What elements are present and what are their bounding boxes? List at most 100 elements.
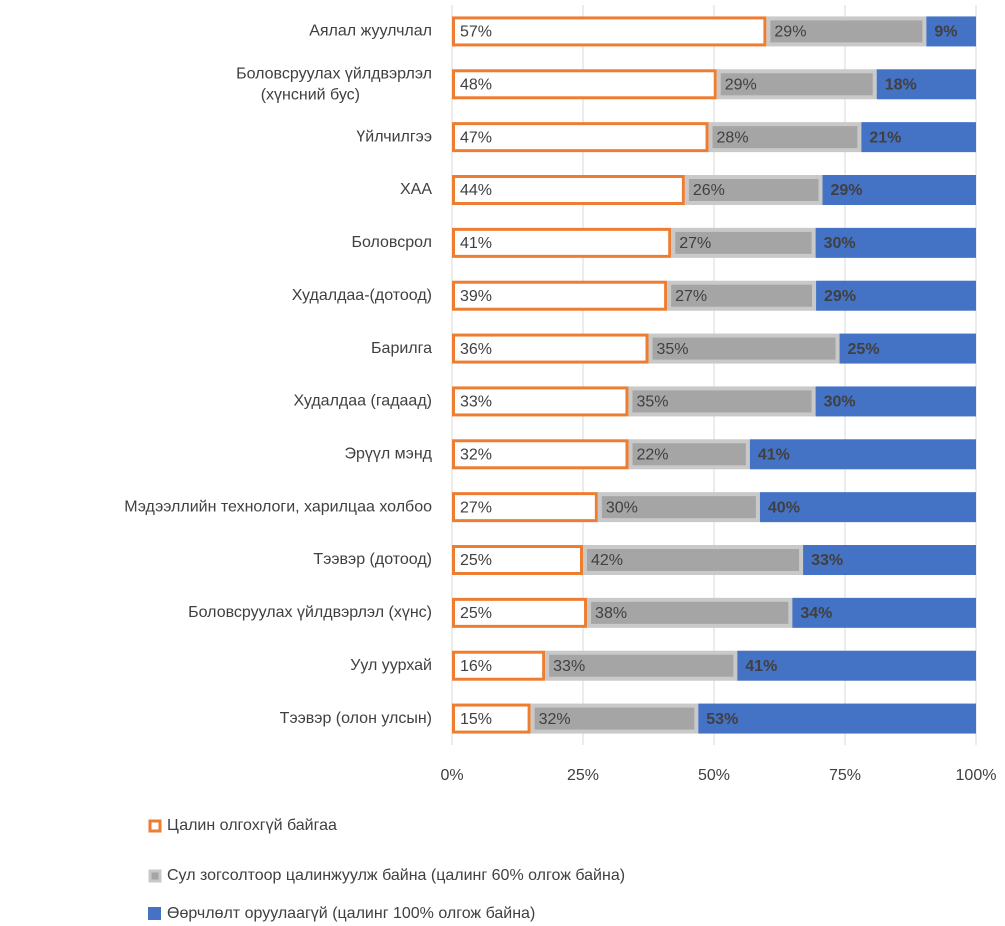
bar-segment bbox=[452, 439, 629, 470]
legend-label: Цалин олгохгүй байгаа bbox=[167, 817, 337, 834]
legend-label: Сул зогсолтоор цалинжуулж байна (цалинг … bbox=[167, 867, 625, 884]
category-label: Худалдаа (гадаад) bbox=[294, 393, 432, 410]
value-label: 29% bbox=[774, 24, 806, 41]
bar-segment bbox=[452, 545, 583, 575]
value-label: 34% bbox=[800, 605, 832, 622]
bar-segment bbox=[861, 122, 976, 153]
value-label: 30% bbox=[824, 394, 856, 411]
category-label: Эрүүл мэнд bbox=[344, 446, 432, 463]
bar-segment bbox=[452, 122, 709, 153]
value-label: 47% bbox=[460, 129, 492, 146]
x-tick-label: 25% bbox=[567, 767, 599, 784]
value-label: 15% bbox=[460, 711, 492, 728]
bar-segment bbox=[671, 227, 816, 258]
bar-segment bbox=[452, 16, 767, 47]
category-label: Худалдаа-(дотоод) bbox=[292, 287, 432, 304]
category-label: Мэдээллийн технологи, харилцаа холбоо bbox=[124, 498, 432, 515]
value-label: 35% bbox=[636, 394, 668, 411]
category-label: Барилга bbox=[371, 340, 432, 357]
bar-segment bbox=[792, 597, 976, 628]
legend-marker bbox=[148, 869, 162, 883]
bar-segment bbox=[698, 703, 976, 734]
x-tick-label: 0% bbox=[440, 767, 463, 784]
value-label: 38% bbox=[595, 605, 627, 622]
value-label: 44% bbox=[460, 182, 492, 199]
value-label: 18% bbox=[885, 77, 917, 94]
legend-marker bbox=[148, 907, 161, 920]
value-label: 30% bbox=[824, 235, 856, 252]
bar-segment bbox=[452, 280, 668, 311]
value-label: 41% bbox=[460, 235, 492, 252]
value-label: 32% bbox=[460, 447, 492, 464]
value-label: 29% bbox=[831, 182, 863, 199]
bar-segment bbox=[803, 545, 976, 575]
bar-segment bbox=[597, 492, 760, 523]
value-label: 41% bbox=[745, 658, 777, 675]
x-tick-label: 50% bbox=[698, 767, 730, 784]
value-label: 33% bbox=[460, 394, 492, 411]
legend-marker bbox=[148, 819, 162, 833]
bar-segment bbox=[822, 175, 976, 205]
value-label: 29% bbox=[725, 77, 757, 94]
category-label: ХАА bbox=[400, 181, 432, 198]
value-label: 30% bbox=[606, 499, 638, 516]
bar-segment bbox=[452, 492, 598, 523]
category-label-line: Боловсруулах үйлдвэрлэл bbox=[236, 66, 432, 83]
value-label: 9% bbox=[934, 24, 957, 41]
value-label: 29% bbox=[824, 288, 856, 305]
value-label: 53% bbox=[706, 711, 738, 728]
value-label: 33% bbox=[553, 658, 585, 675]
value-label: 40% bbox=[768, 499, 800, 516]
bar-segment bbox=[452, 69, 717, 100]
bar-segment bbox=[587, 597, 793, 628]
x-tick-label: 75% bbox=[829, 767, 861, 784]
bar-segment bbox=[684, 175, 823, 205]
category-label: Боловсрол bbox=[351, 234, 432, 251]
value-label: 42% bbox=[591, 552, 623, 569]
value-label: 48% bbox=[460, 77, 492, 94]
value-label: 57% bbox=[460, 24, 492, 41]
value-label: 25% bbox=[848, 341, 880, 358]
value-label: 27% bbox=[675, 288, 707, 305]
bar-segment bbox=[545, 650, 738, 681]
bar-segment bbox=[667, 280, 817, 311]
value-label: 27% bbox=[679, 235, 711, 252]
bar-segment bbox=[452, 227, 672, 258]
bar-segment bbox=[816, 280, 976, 311]
bar-segment bbox=[876, 69, 976, 100]
bar-segment bbox=[815, 227, 976, 258]
bar-segment bbox=[583, 545, 804, 575]
value-label: 27% bbox=[460, 499, 492, 516]
category-label: Тээвэр (олон улсын) bbox=[280, 710, 432, 727]
category-label: Уул уурхай bbox=[350, 657, 432, 674]
bar-segment bbox=[759, 492, 976, 523]
bar-segment bbox=[628, 439, 750, 470]
category-label: Үйлчилгээ bbox=[356, 128, 432, 145]
bar-segment bbox=[452, 650, 546, 681]
bar-segment bbox=[452, 703, 531, 734]
value-label: 35% bbox=[657, 341, 689, 358]
bar-segment bbox=[737, 650, 976, 681]
value-label: 28% bbox=[717, 129, 749, 146]
value-label: 21% bbox=[869, 129, 901, 146]
value-label: 16% bbox=[460, 658, 492, 675]
category-label-line: (хүнсний бус) bbox=[261, 87, 360, 104]
bar-segment bbox=[766, 16, 927, 47]
value-label: 25% bbox=[460, 552, 492, 569]
bar-segment bbox=[648, 333, 840, 364]
x-tick-label: 100% bbox=[956, 767, 997, 784]
bar-segment bbox=[452, 333, 649, 364]
legend-label: Өөрчлөлт оруулаагүй (цалинг 100% олгож б… bbox=[167, 905, 535, 922]
value-label: 39% bbox=[460, 288, 492, 305]
bar-segment bbox=[716, 69, 877, 100]
bar-segment bbox=[749, 439, 976, 470]
category-label: Тээвэр (дотоод) bbox=[313, 551, 432, 568]
bar-segment bbox=[839, 333, 976, 364]
value-label: 41% bbox=[758, 447, 790, 464]
value-label: 36% bbox=[460, 341, 492, 358]
bar-segment bbox=[452, 597, 588, 628]
bar-segment bbox=[815, 386, 976, 417]
bar-segment bbox=[926, 16, 976, 47]
value-label: 25% bbox=[460, 605, 492, 622]
